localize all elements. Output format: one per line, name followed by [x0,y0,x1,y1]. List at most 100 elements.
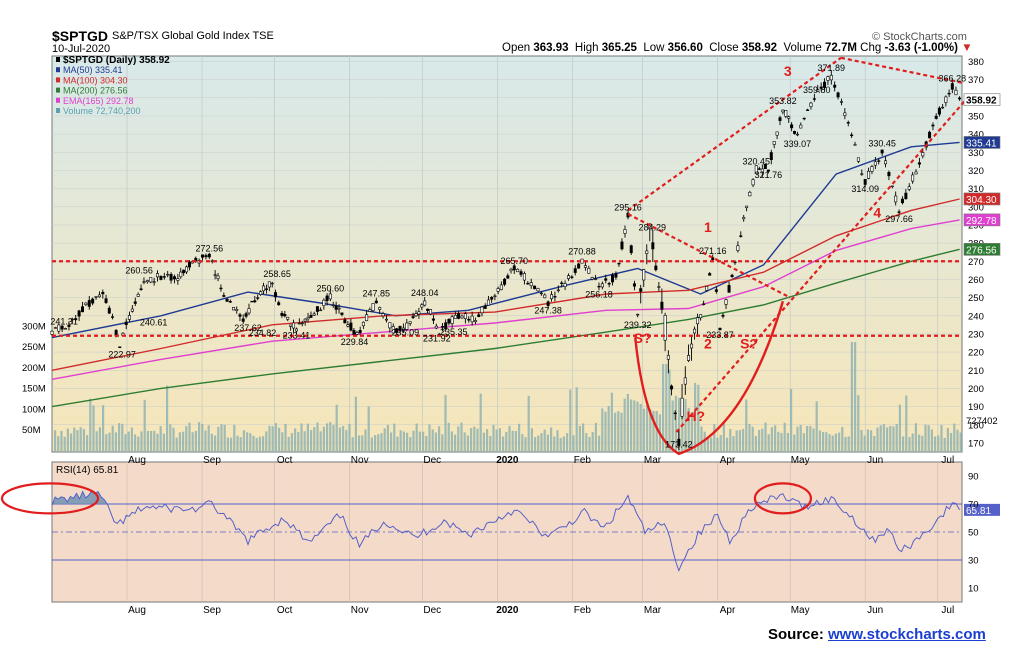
price-y-tick-label: 330 [968,148,984,159]
rsi-y-tick-label: 90 [968,472,979,483]
volume-bar [684,399,687,452]
volume-bar [642,408,645,452]
source-link[interactable]: www.stockcharts.com [828,626,986,643]
price-y-tick-label: 320 [968,166,984,177]
price-x-tick-label: Jul [941,455,954,466]
volume-bar [242,430,245,452]
price-candle-body [142,281,146,283]
price-candle-body [660,301,664,310]
price-candle-body [781,109,785,113]
volume-bar [582,423,585,452]
price-point-label: 258.65 [263,269,291,279]
price-candle-body [185,266,189,273]
volume-bar [825,432,828,452]
volume-bar [220,424,223,452]
price-y-tick-label: 220 [968,348,984,359]
volume-bar [479,393,482,452]
volume-bar [146,430,149,452]
price-candle-body [331,304,335,307]
volume-bar [322,426,325,452]
price-candle-body [580,258,584,264]
volume-bar [105,434,108,452]
price-candle-body [711,257,715,260]
volume-bar [914,423,917,452]
price-candle-body [213,274,217,276]
volume-bar [121,423,124,452]
price-y-tick-label: 260 [968,275,984,286]
price-x-tick-label: Aug [128,455,146,466]
price-candle-body [566,275,570,279]
price-candle-body [543,294,547,299]
right-value-badge [963,213,1001,227]
volume-bar [815,401,818,452]
price-candle-body [772,141,776,145]
price-candle-body [467,318,471,321]
volume-bar [70,433,73,452]
rsi-line [51,489,961,572]
price-candle-body [911,174,915,182]
right-value-badge [963,192,1001,206]
right-value-badge-label: 335.41 [966,138,997,149]
price-candle-body [677,438,681,447]
volume-bar [524,437,527,452]
price-candle-body [286,316,290,320]
price-y-tick-label: 250 [968,293,984,304]
volume-bar [834,433,837,452]
volume-bar [591,432,594,452]
volume-bar [502,436,505,452]
volume-bar [911,433,914,452]
price-candle-body [136,294,140,297]
price-candle-body [604,278,608,281]
price-candle-body [809,102,813,108]
volume-bar [505,431,508,452]
price-candle-body [829,75,833,81]
rsi-x-tick-label: Apr [720,605,736,616]
volume-bar [172,427,175,452]
volume-bar [745,399,748,452]
volume-bar [620,412,623,452]
volume-bar [732,436,735,452]
rsi-x-tick-label: Oct [277,605,293,616]
price-candle-body [651,242,655,250]
price-candle-body [553,296,557,298]
legend-entry: Volume 72,740,200 [63,106,141,116]
price-candle-body [152,281,156,283]
price-candle-body [802,117,806,120]
ma100-line [51,198,960,371]
price-candle-body [166,273,170,276]
volume-bar [175,437,178,452]
price-point-label: 173.42 [665,440,693,450]
volume-bar [572,435,575,452]
price-candle-body [57,324,61,332]
rsi-x-tick-label: 2020 [496,605,519,616]
volume-bar [559,437,562,452]
price-candle-body [914,171,918,175]
price-candle-body [450,316,454,324]
price-candle-body [657,286,661,288]
price-candle-body [742,217,746,220]
volume-bar [153,430,156,452]
volume-bar [604,411,607,452]
price-candle-body [839,101,843,103]
price-candle-body [947,92,951,95]
volume-bar [953,423,956,452]
rsi-x-tick-label: Aug [128,605,146,616]
price-candle-body [490,296,494,300]
volume-bar [406,432,409,452]
volume-bar [249,433,252,452]
price-point-label: 270.88 [568,247,596,257]
volume-bar [489,436,492,452]
volume-bar [546,434,549,452]
price-candle-body [97,294,101,298]
volume-bar [713,424,716,452]
price-candle-body [486,299,490,306]
price-candle-body [118,346,122,349]
volume-bar [233,424,236,452]
price-candle-body [816,89,820,92]
price-x-tick-label: Oct [277,455,293,466]
volume-bar [908,437,911,452]
price-point-label: 247.85 [363,289,391,299]
price-candle-body [714,289,718,292]
volume-bar [386,424,389,452]
volume-bar [198,422,201,452]
